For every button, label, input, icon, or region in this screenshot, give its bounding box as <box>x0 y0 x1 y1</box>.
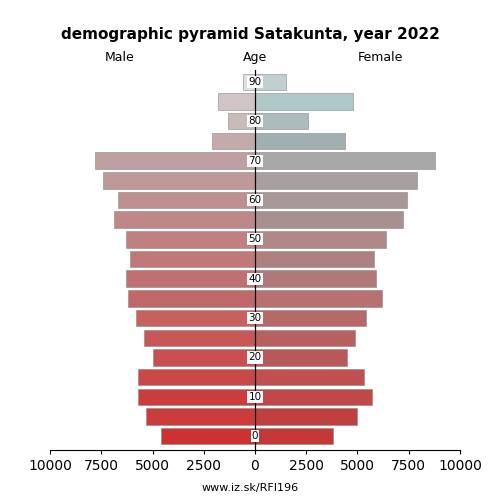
Bar <box>212 132 255 149</box>
Bar <box>255 388 372 405</box>
Bar <box>255 270 376 287</box>
Bar <box>255 132 345 149</box>
Text: 60: 60 <box>248 195 262 205</box>
Bar <box>128 290 255 306</box>
Bar <box>114 212 255 228</box>
Text: Age: Age <box>243 51 267 64</box>
Bar <box>138 388 255 405</box>
Bar <box>255 192 406 208</box>
Bar <box>255 113 308 130</box>
Bar <box>138 369 255 386</box>
Bar <box>255 408 358 425</box>
Text: 30: 30 <box>248 313 262 323</box>
Text: Male: Male <box>105 51 135 64</box>
Bar <box>255 93 354 110</box>
Bar <box>255 74 286 90</box>
Bar <box>160 428 255 444</box>
Bar <box>95 152 255 169</box>
Bar <box>255 250 374 268</box>
Text: 10: 10 <box>248 392 262 402</box>
Bar <box>118 192 255 208</box>
Text: 80: 80 <box>248 116 262 126</box>
Bar <box>144 330 255 346</box>
Bar <box>146 408 255 425</box>
Text: Female: Female <box>358 51 403 64</box>
Text: 40: 40 <box>248 274 262 283</box>
Bar <box>218 93 255 110</box>
Bar <box>255 212 402 228</box>
Bar <box>255 152 436 169</box>
Bar <box>255 369 364 386</box>
Text: 90: 90 <box>248 77 262 87</box>
Bar <box>255 428 333 444</box>
Bar <box>104 172 255 188</box>
Text: 0: 0 <box>252 431 258 441</box>
Bar <box>255 231 386 248</box>
Bar <box>228 113 255 130</box>
Bar <box>126 270 255 287</box>
Bar <box>126 231 255 248</box>
Bar <box>152 349 255 366</box>
Bar <box>255 330 356 346</box>
Bar <box>255 290 382 306</box>
Text: 20: 20 <box>248 352 262 362</box>
Text: www.iz.sk/RFI196: www.iz.sk/RFI196 <box>202 482 298 492</box>
Text: demographic pyramid Satakunta, year 2022: demographic pyramid Satakunta, year 2022 <box>60 28 440 42</box>
Bar <box>255 172 417 188</box>
Bar <box>136 310 255 326</box>
Text: 50: 50 <box>248 234 262 244</box>
Bar <box>255 349 347 366</box>
Text: 70: 70 <box>248 156 262 166</box>
Bar <box>255 310 366 326</box>
Bar <box>130 250 255 268</box>
Bar <box>242 74 255 90</box>
